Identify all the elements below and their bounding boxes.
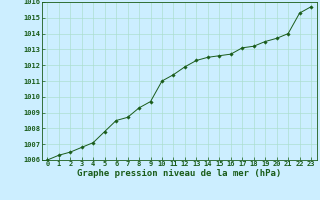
X-axis label: Graphe pression niveau de la mer (hPa): Graphe pression niveau de la mer (hPa) [77, 169, 281, 178]
